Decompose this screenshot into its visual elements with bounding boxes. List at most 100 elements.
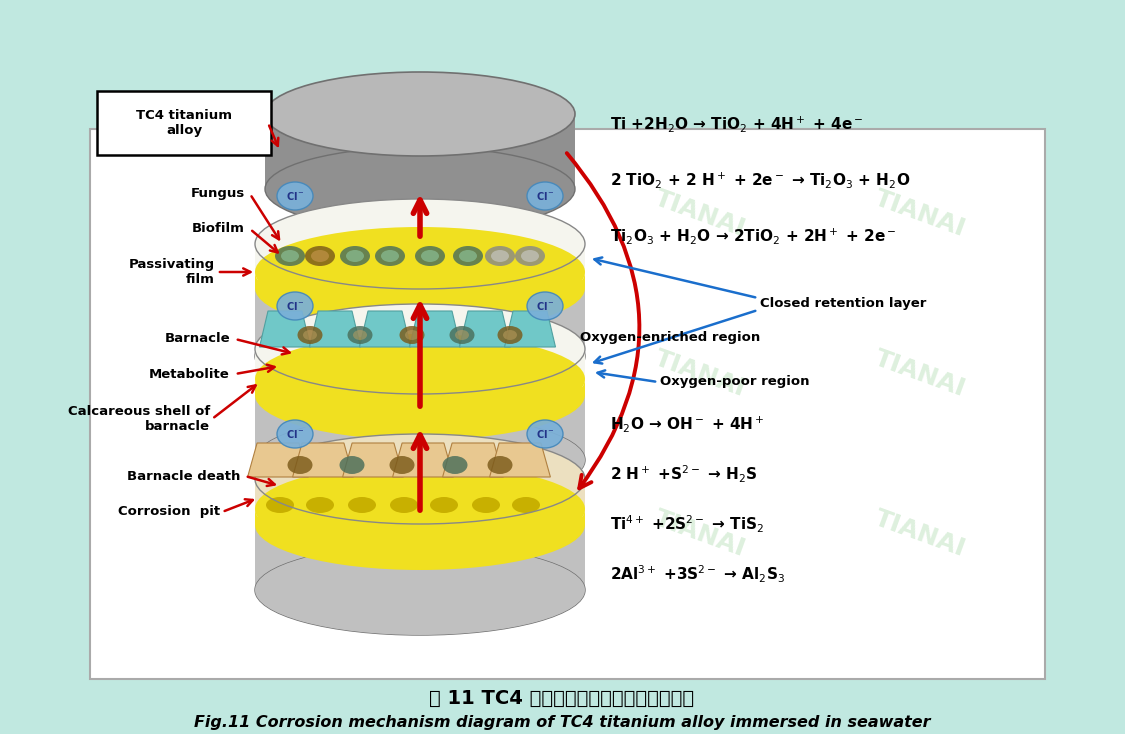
Text: Ti +2H$_2$O → TiO$_2$ + 4H$^+$ + 4e$^-$: Ti +2H$_2$O → TiO$_2$ + 4H$^+$ + 4e$^-$	[610, 114, 864, 134]
Ellipse shape	[526, 292, 562, 320]
Polygon shape	[255, 479, 585, 509]
Text: Fungus: Fungus	[191, 187, 245, 200]
Polygon shape	[248, 443, 308, 477]
Ellipse shape	[472, 497, 500, 513]
Text: Closed retention layer: Closed retention layer	[760, 297, 926, 310]
Ellipse shape	[453, 246, 483, 266]
Ellipse shape	[255, 464, 585, 554]
Ellipse shape	[405, 330, 418, 340]
Ellipse shape	[348, 497, 376, 513]
Ellipse shape	[255, 350, 585, 440]
Ellipse shape	[487, 456, 513, 474]
Ellipse shape	[310, 250, 328, 262]
Polygon shape	[309, 311, 360, 347]
Ellipse shape	[255, 334, 585, 424]
Ellipse shape	[450, 326, 475, 344]
Ellipse shape	[255, 304, 585, 394]
Polygon shape	[255, 395, 585, 460]
Ellipse shape	[255, 415, 585, 505]
Ellipse shape	[353, 330, 367, 340]
Text: Cl$^-$: Cl$^-$	[286, 428, 305, 440]
Polygon shape	[255, 272, 585, 288]
Text: Barnacle: Barnacle	[164, 333, 230, 346]
Text: Barnacle death: Barnacle death	[127, 470, 240, 482]
FancyArrowPatch shape	[567, 153, 639, 488]
Ellipse shape	[512, 497, 540, 513]
Ellipse shape	[255, 334, 585, 424]
Ellipse shape	[266, 497, 294, 513]
Ellipse shape	[255, 243, 585, 333]
Text: Calcareous shell of
barnacle: Calcareous shell of barnacle	[68, 405, 210, 433]
Ellipse shape	[415, 246, 446, 266]
Ellipse shape	[297, 326, 323, 344]
Text: TIANAI: TIANAI	[651, 186, 749, 241]
Text: Corrosion  pit: Corrosion pit	[118, 506, 220, 518]
Ellipse shape	[255, 311, 585, 401]
Ellipse shape	[255, 227, 585, 317]
FancyBboxPatch shape	[97, 91, 271, 155]
Text: TIANAI: TIANAI	[431, 346, 529, 401]
Ellipse shape	[340, 246, 370, 266]
Text: Passivating
film: Passivating film	[129, 258, 215, 286]
Ellipse shape	[281, 250, 299, 262]
Polygon shape	[489, 443, 550, 477]
Text: TIANAI: TIANAI	[871, 506, 969, 562]
Ellipse shape	[430, 497, 458, 513]
Ellipse shape	[490, 250, 508, 262]
Ellipse shape	[526, 420, 562, 448]
Text: Ti$_2$O$_3$ + H$_2$O → 2TiO$_2$ + 2H$^+$ + 2e$^-$: Ti$_2$O$_3$ + H$_2$O → 2TiO$_2$ + 2H$^+$…	[610, 226, 897, 246]
Text: Cl$^-$: Cl$^-$	[536, 300, 555, 312]
Ellipse shape	[255, 350, 585, 440]
Ellipse shape	[346, 250, 364, 262]
Text: Biofilm: Biofilm	[192, 222, 245, 236]
Text: 2 H$^+$ +S$^{2-}$ → H$_2$S: 2 H$^+$ +S$^{2-}$ → H$_2$S	[610, 463, 757, 484]
Ellipse shape	[303, 330, 317, 340]
Text: Cl$^-$: Cl$^-$	[286, 190, 305, 202]
Ellipse shape	[421, 250, 439, 262]
Ellipse shape	[255, 545, 585, 635]
Polygon shape	[255, 288, 585, 356]
Polygon shape	[255, 379, 585, 395]
Polygon shape	[442, 443, 503, 477]
Text: TIANAI: TIANAI	[651, 346, 749, 401]
Text: TIANAI: TIANAI	[431, 186, 529, 241]
Ellipse shape	[255, 464, 585, 554]
Text: Oxygen-enriched region: Oxygen-enriched region	[580, 330, 760, 344]
Text: 2Al$^{3+}$ +3S$^{2-}$ → Al$_2$S$_3$: 2Al$^{3+}$ +3S$^{2-}$ → Al$_2$S$_3$	[610, 563, 785, 585]
Ellipse shape	[399, 326, 424, 344]
Ellipse shape	[389, 456, 414, 474]
Ellipse shape	[266, 72, 575, 156]
Ellipse shape	[497, 326, 522, 344]
Ellipse shape	[255, 199, 585, 289]
Text: TIANAI: TIANAI	[431, 506, 529, 562]
Ellipse shape	[485, 246, 515, 266]
Ellipse shape	[375, 246, 405, 266]
Ellipse shape	[266, 147, 575, 231]
Text: Cl$^-$: Cl$^-$	[536, 190, 555, 202]
Ellipse shape	[515, 246, 544, 266]
Text: TC4 titanium
alloy: TC4 titanium alloy	[136, 109, 232, 137]
FancyBboxPatch shape	[90, 129, 1045, 679]
Ellipse shape	[255, 480, 585, 570]
Ellipse shape	[277, 292, 313, 320]
Ellipse shape	[277, 182, 313, 210]
Text: 图 11 TC4 钓合金在海水中浸泡腐蚀机理图: 图 11 TC4 钓合金在海水中浸泡腐蚀机理图	[430, 688, 694, 708]
Text: TIANAI: TIANAI	[871, 186, 969, 241]
Text: TIANAI: TIANAI	[871, 346, 969, 401]
Polygon shape	[504, 311, 556, 347]
Text: Oxygen-poor region: Oxygen-poor region	[660, 376, 810, 388]
Ellipse shape	[305, 246, 335, 266]
Ellipse shape	[442, 456, 468, 474]
Ellipse shape	[459, 250, 477, 262]
Polygon shape	[343, 443, 404, 477]
Text: Metabolite: Metabolite	[150, 368, 229, 380]
Polygon shape	[255, 525, 585, 590]
Ellipse shape	[503, 330, 518, 340]
Ellipse shape	[255, 545, 585, 635]
Ellipse shape	[277, 420, 313, 448]
Polygon shape	[393, 443, 453, 477]
Ellipse shape	[521, 250, 539, 262]
Polygon shape	[260, 311, 310, 347]
Ellipse shape	[274, 246, 305, 266]
Text: Cl$^-$: Cl$^-$	[286, 300, 305, 312]
